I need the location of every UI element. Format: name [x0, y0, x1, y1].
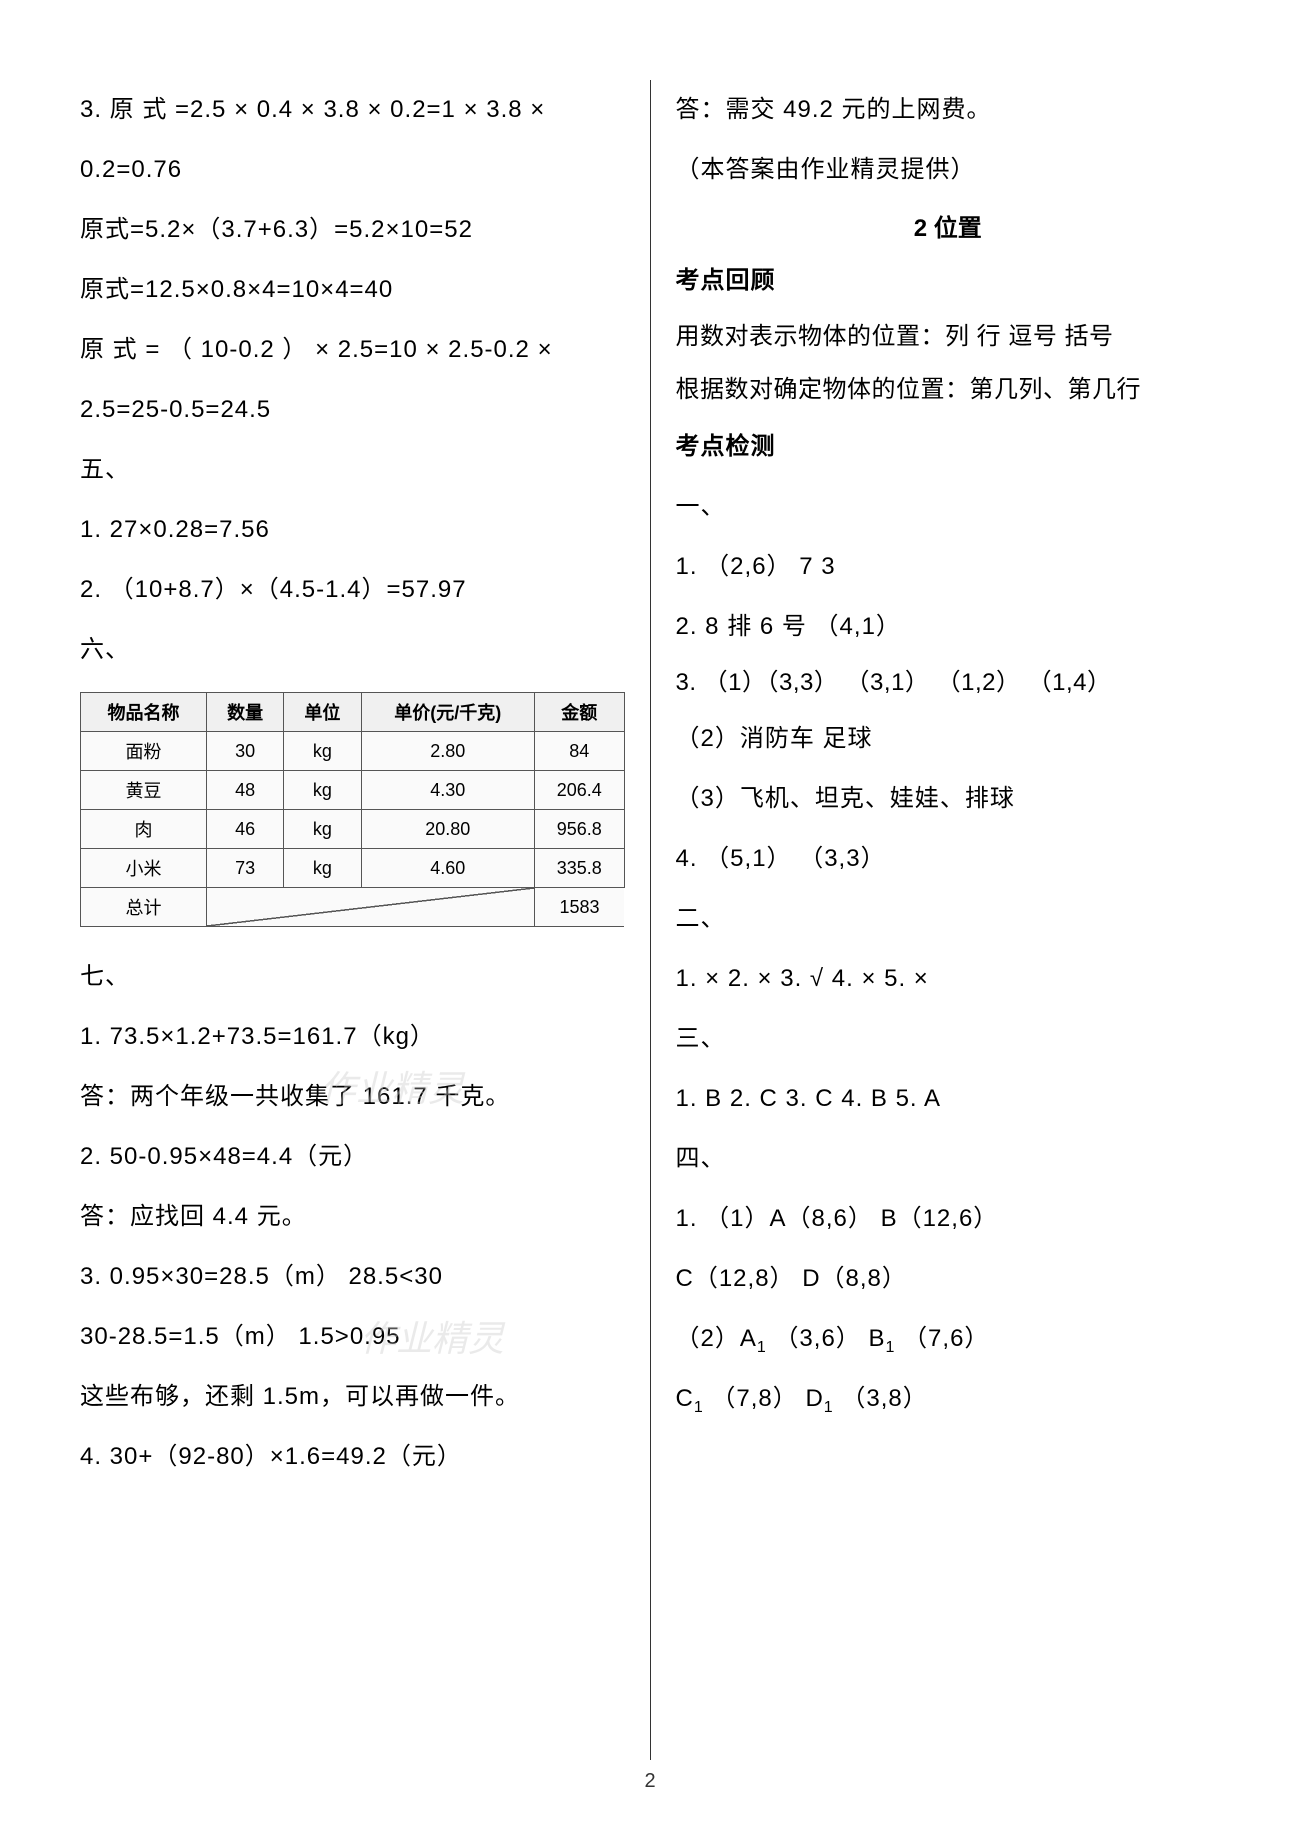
text-line: 2. （10+8.7）×（4.5-1.4）=57.97	[80, 560, 625, 620]
text-line: 1. B 2. C 3. C 4. B 5. A	[676, 1069, 1221, 1129]
table-cell: 30	[207, 732, 284, 771]
table-cell: 2.80	[361, 732, 534, 771]
table-cell: 小米	[81, 849, 207, 888]
text-line: 答：两个年级一共收集了 161.7 千克。	[80, 1067, 625, 1127]
text-line: 这些布够，还剩 1.5m，可以再做一件。	[80, 1367, 625, 1427]
text-line: 答：需交 49.2 元的上网费。	[676, 80, 1221, 140]
text-line: 1. 73.5×1.2+73.5=161.7（kg）	[80, 1007, 625, 1067]
text-line: 原 式 = （ 10-0.2 ） × 2.5=10 × 2.5-0.2 ×	[80, 320, 625, 380]
text-line: 根据数对确定物体的位置：第几列、第几行	[676, 364, 1221, 417]
right-column: 答：需交 49.2 元的上网费。 （本答案由作业精灵提供） 2 位置 考点回顾 …	[651, 80, 1221, 1760]
section-heading: 七、	[80, 947, 625, 1007]
text-span: （7,8） D	[711, 1385, 823, 1412]
table-cell: 总计	[81, 888, 207, 927]
text-line: 30-28.5=1.5（m） 1.5>0.95	[80, 1307, 625, 1367]
text-line: 3. 0.95×30=28.5（m） 28.5<30	[80, 1247, 625, 1307]
section-heading: 五、	[80, 440, 625, 500]
section-heading: 二、	[676, 889, 1221, 949]
section-heading: 考点回顾	[676, 251, 1221, 311]
text-span: （2）A	[676, 1325, 757, 1352]
text-span: C	[676, 1385, 694, 1412]
text-line: 原式=5.2×（3.7+6.3）=5.2×10=52	[80, 200, 625, 260]
table-cell: 黄豆	[81, 771, 207, 810]
text-line: 0.2=0.76	[80, 140, 625, 200]
table-header: 单价(元/千克)	[361, 693, 534, 732]
table-cell: kg	[284, 810, 361, 849]
table-header-row: 物品名称 数量 单位 单价(元/千克) 金额	[81, 693, 625, 732]
subscript: 1	[885, 1339, 895, 1356]
text-line: 用数对表示物体的位置：列 行 逗号 括号	[676, 311, 1221, 364]
text-span: （3,8）	[841, 1385, 927, 1412]
page-number: 2	[80, 1770, 1220, 1793]
table-cell: 73	[207, 849, 284, 888]
text-line: 1. × 2. × 3. √ 4. × 5. ×	[676, 949, 1221, 1009]
table-cell: 4.60	[361, 849, 534, 888]
section-heading: 考点检测	[676, 417, 1221, 477]
text-line: 答：应找回 4.4 元。	[80, 1187, 625, 1247]
table-row: 肉 46 kg 20.80 956.8	[81, 810, 625, 849]
table-cell: 46	[207, 810, 284, 849]
text-line: （本答案由作业精灵提供）	[676, 140, 1221, 200]
chapter-title: 2 位置	[676, 208, 1221, 243]
text-line: （3）飞机、坦克、娃娃、排球	[676, 769, 1221, 829]
table-cell: 20.80	[361, 810, 534, 849]
text-line: 1. （1）A（8,6） B（12,6）	[676, 1189, 1221, 1249]
text-line: （2）A1 （3,6） B1 （7,6）	[676, 1309, 1221, 1369]
table-cell: 84	[534, 732, 624, 771]
text-line: 4. 30+（92-80）×1.6=49.2（元）	[80, 1427, 625, 1487]
section-heading: 四、	[676, 1129, 1221, 1189]
table-cell: 335.8	[534, 849, 624, 888]
table-diagonal-cell	[207, 888, 535, 927]
text-line: 1. 27×0.28=7.56	[80, 500, 625, 560]
table-cell: 肉	[81, 810, 207, 849]
subscript: 1	[694, 1399, 704, 1416]
table-total-row: 总计 1583	[81, 888, 625, 927]
text-line: 3. 原 式 =2.5 × 0.4 × 3.8 × 0.2=1 × 3.8 ×	[80, 80, 625, 140]
table-row: 小米 73 kg 4.60 335.8	[81, 849, 625, 888]
section-heading: 六、	[80, 620, 625, 680]
text-line: （2）消防车 足球	[676, 709, 1221, 769]
text-span: （3,6） B	[774, 1325, 885, 1352]
left-column: 3. 原 式 =2.5 × 0.4 × 3.8 × 0.2=1 × 3.8 × …	[80, 80, 650, 1760]
table-row: 黄豆 48 kg 4.30 206.4	[81, 771, 625, 810]
text-line: 2. 50-0.95×48=4.4（元）	[80, 1127, 625, 1187]
text-line: 1. （2,6） 7 3	[676, 537, 1221, 597]
table-row: 面粉 30 kg 2.80 84	[81, 732, 625, 771]
table-cell: 48	[207, 771, 284, 810]
table-header: 金额	[534, 693, 624, 732]
text-line: 3. （1）（3,3） （3,1） （1,2） （1,4）	[676, 657, 1221, 710]
table-cell: 1583	[534, 888, 624, 927]
table-cell: 4.30	[361, 771, 534, 810]
section-heading: 一、	[676, 477, 1221, 537]
table-header: 数量	[207, 693, 284, 732]
subscript: 1	[824, 1399, 834, 1416]
items-table: 物品名称 数量 单位 单价(元/千克) 金额 面粉 30 kg 2.80 84	[80, 692, 625, 927]
text-line: 4. （5,1） （3,3）	[676, 829, 1221, 889]
table-header: 物品名称	[81, 693, 207, 732]
table-header: 单位	[284, 693, 361, 732]
table-cell: kg	[284, 732, 361, 771]
text-line: 2. 8 排 6 号 （4,1）	[676, 597, 1221, 657]
table-cell: 956.8	[534, 810, 624, 849]
text-line: 原式=12.5×0.8×4=10×4=40	[80, 260, 625, 320]
table-cell: 206.4	[534, 771, 624, 810]
table-cell: kg	[284, 849, 361, 888]
text-span: （7,6）	[903, 1325, 989, 1352]
section-heading: 三、	[676, 1009, 1221, 1069]
table-cell: kg	[284, 771, 361, 810]
table-cell: 面粉	[81, 732, 207, 771]
text-line: 2.5=25-0.5=24.5	[80, 380, 625, 440]
text-line: C（12,8） D（8,8）	[676, 1249, 1221, 1309]
text-line: C1 （7,8） D1 （3,8）	[676, 1369, 1221, 1429]
subscript: 1	[757, 1339, 767, 1356]
